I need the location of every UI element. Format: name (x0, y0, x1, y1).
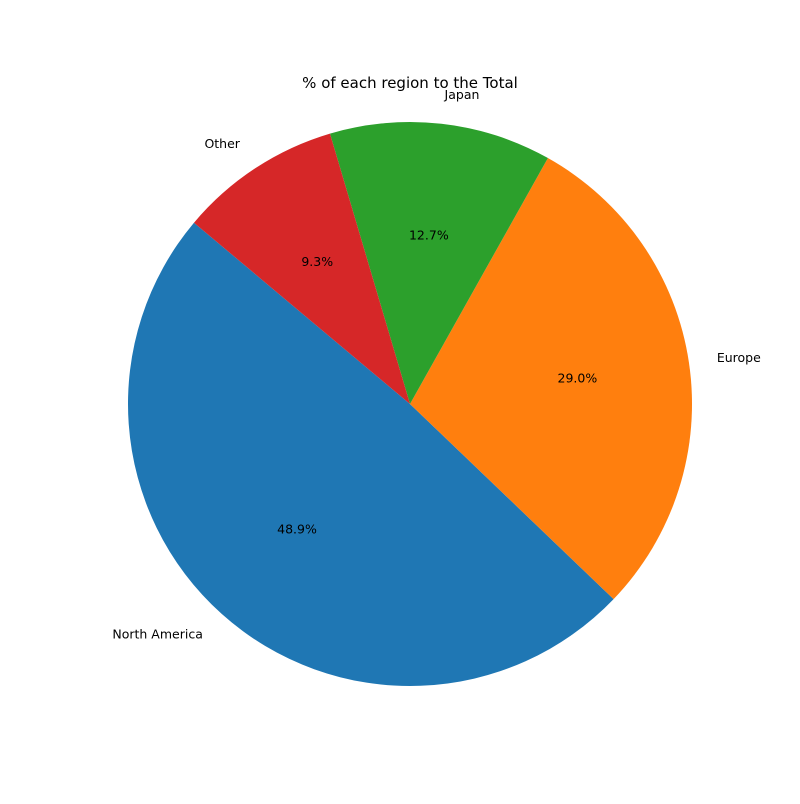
pie-labels: North America 48.9% Europe 29.0% Japan 12.7% O… (112, 87, 761, 641)
slice-percent-other: 9.3% (301, 254, 333, 269)
slice-percent-europe: 29.0% (558, 371, 598, 386)
pie-slice-europe (410, 158, 692, 600)
slice-label-japan: Japan (444, 87, 480, 102)
pie-slice-north-america (127, 222, 614, 687)
slice-percent-japan: 12.7% (409, 227, 449, 242)
slice-label-north-america: North America (112, 626, 203, 641)
chart-title: % of each region to the Total (302, 74, 518, 92)
pie-slices (127, 121, 692, 687)
pie-slice-other (193, 133, 410, 404)
slice-label-europe: Europe (717, 350, 761, 365)
pie-slice-japan (329, 121, 548, 404)
slice-percent-north-america: 48.9% (277, 521, 317, 536)
slice-label-other: Other (204, 136, 240, 151)
